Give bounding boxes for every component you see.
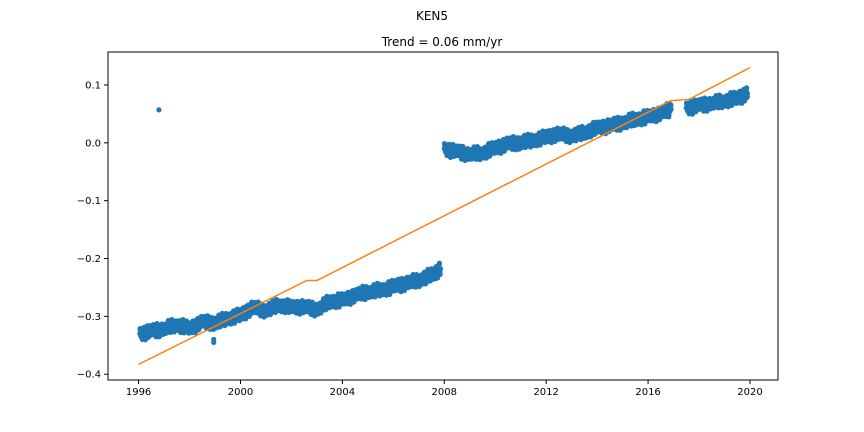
- scatter-point: [744, 91, 751, 97]
- x-tick-label: 2000: [228, 387, 253, 398]
- y-tick-label: −0.2: [77, 254, 101, 265]
- scatter-point: [246, 313, 252, 319]
- scatter-segment-2: [683, 85, 751, 117]
- scatter-segment-1: [441, 101, 674, 163]
- x-tick-label: 2020: [737, 387, 762, 398]
- trend-line: [138, 66, 751, 366]
- scatter-point: [437, 266, 444, 272]
- x-tick-label: 2008: [432, 387, 457, 398]
- x-tick-label: 2016: [635, 387, 660, 398]
- axes: 1996 2000 2004 2008 2012 2016 2020 0.1 0.0 −0.1 −0…: [77, 80, 763, 398]
- scatter-outlier-point: [156, 107, 162, 113]
- y-tick-label: 0.0: [85, 138, 101, 149]
- scatter-point: [743, 85, 750, 91]
- scatter-point: [436, 260, 443, 266]
- y-tick-label: −0.4: [77, 370, 101, 381]
- plot-frame: [107, 51, 779, 381]
- scatter-outlier-point: [211, 339, 217, 345]
- scatter-point: [668, 106, 674, 112]
- scatter-point: [437, 271, 443, 277]
- x-tick-label: 2004: [330, 387, 355, 398]
- plot-marks: [137, 66, 751, 366]
- x-tick-label: 2012: [533, 387, 558, 398]
- chart-title: Trend = 0.06 mm/yr: [381, 35, 503, 49]
- y-tick-label: −0.3: [77, 312, 101, 323]
- y-tick-label: −0.1: [77, 196, 101, 207]
- scatter-point: [668, 102, 674, 108]
- scatter-segment-0: [137, 260, 444, 343]
- x-tick-label: 1996: [126, 387, 151, 398]
- y-tick-label: 0.1: [85, 80, 101, 91]
- chart-suptitle: KEN5: [416, 9, 448, 23]
